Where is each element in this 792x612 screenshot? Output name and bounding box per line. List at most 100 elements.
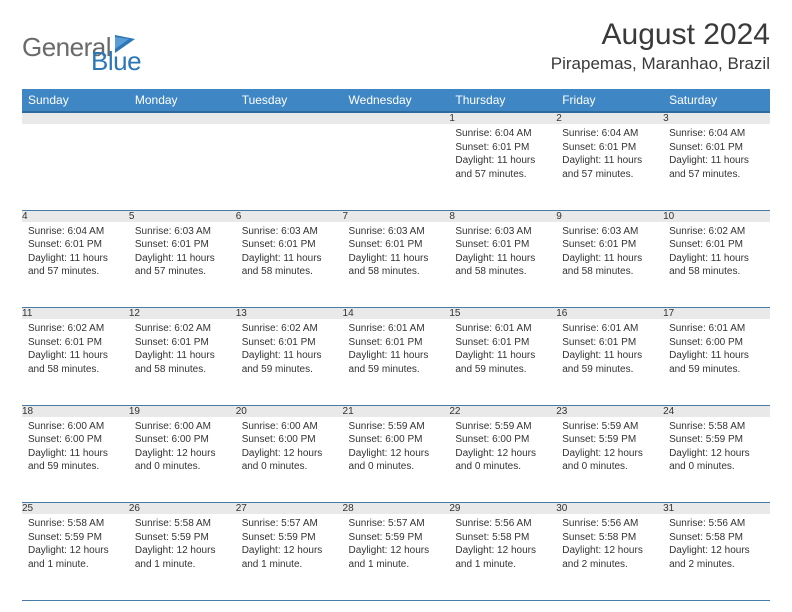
sunrise-line: Sunrise: 5:56 AM (669, 517, 764, 531)
sunrise-line: Sunrise: 6:02 AM (28, 322, 123, 336)
sunset-line: Sunset: 6:01 PM (242, 238, 337, 252)
sunrise-line: Sunrise: 6:02 AM (242, 322, 337, 336)
empty-cell (343, 124, 450, 210)
week-1-daynums: 45678910 (22, 210, 770, 222)
daylight-line: Daylight: 12 hours and 2 minutes. (669, 544, 764, 571)
day-details: Sunrise: 5:57 AMSunset: 5:59 PMDaylight:… (343, 514, 450, 575)
sunset-line: Sunset: 6:01 PM (349, 336, 444, 350)
day-details: Sunrise: 5:59 AMSunset: 6:00 PMDaylight:… (449, 417, 556, 478)
sunset-line: Sunset: 6:01 PM (669, 238, 764, 252)
sunset-line: Sunset: 5:59 PM (28, 531, 123, 545)
day-cell-11: Sunrise: 6:02 AMSunset: 6:01 PMDaylight:… (22, 319, 129, 405)
day-details: Sunrise: 5:58 AMSunset: 5:59 PMDaylight:… (663, 417, 770, 478)
day-number-25: 25 (22, 503, 129, 515)
sunrise-line: Sunrise: 6:01 AM (349, 322, 444, 336)
day-cell-19: Sunrise: 6:00 AMSunset: 6:00 PMDaylight:… (129, 417, 236, 503)
sunrise-line: Sunrise: 5:56 AM (562, 517, 657, 531)
day-cell-15: Sunrise: 6:01 AMSunset: 6:01 PMDaylight:… (449, 319, 556, 405)
week-2-daynums: 11121314151617 (22, 308, 770, 320)
day-cell-27: Sunrise: 5:57 AMSunset: 5:59 PMDaylight:… (236, 514, 343, 600)
sunrise-line: Sunrise: 6:03 AM (135, 225, 230, 239)
day-number-28: 28 (343, 503, 450, 515)
day-cell-23: Sunrise: 5:59 AMSunset: 5:59 PMDaylight:… (556, 417, 663, 503)
sunrise-line: Sunrise: 5:59 AM (455, 420, 550, 434)
day-cell-29: Sunrise: 5:56 AMSunset: 5:58 PMDaylight:… (449, 514, 556, 600)
day-cell-9: Sunrise: 6:03 AMSunset: 6:01 PMDaylight:… (556, 222, 663, 308)
daylight-line: Daylight: 11 hours and 57 minutes. (669, 154, 764, 181)
sunset-line: Sunset: 6:01 PM (135, 336, 230, 350)
sunset-line: Sunset: 6:01 PM (349, 238, 444, 252)
day-details: Sunrise: 6:02 AMSunset: 6:01 PMDaylight:… (22, 319, 129, 380)
sunrise-line: Sunrise: 6:01 AM (669, 322, 764, 336)
week-4-daynums: 25262728293031 (22, 503, 770, 515)
title-block: August 2024 Pirapemas, Maranhao, Brazil (551, 18, 770, 74)
day-details: Sunrise: 5:58 AMSunset: 5:59 PMDaylight:… (22, 514, 129, 575)
day-details: Sunrise: 6:03 AMSunset: 6:01 PMDaylight:… (556, 222, 663, 283)
day-cell-6: Sunrise: 6:03 AMSunset: 6:01 PMDaylight:… (236, 222, 343, 308)
sunrise-line: Sunrise: 6:03 AM (455, 225, 550, 239)
day-cell-20: Sunrise: 6:00 AMSunset: 6:00 PMDaylight:… (236, 417, 343, 503)
day-details: Sunrise: 6:00 AMSunset: 6:00 PMDaylight:… (129, 417, 236, 478)
day-details: Sunrise: 6:03 AMSunset: 6:01 PMDaylight:… (449, 222, 556, 283)
sunrise-line: Sunrise: 5:57 AM (242, 517, 337, 531)
day-number-31: 31 (663, 503, 770, 515)
daylight-line: Daylight: 11 hours and 58 minutes. (349, 252, 444, 279)
calendar-table: SundayMondayTuesdayWednesdayThursdayFrid… (22, 89, 770, 601)
sunset-line: Sunset: 6:01 PM (135, 238, 230, 252)
day-number-18: 18 (22, 405, 129, 417)
sunrise-line: Sunrise: 5:58 AM (28, 517, 123, 531)
sunset-line: Sunset: 6:00 PM (455, 433, 550, 447)
day-header-tuesday: Tuesday (236, 89, 343, 112)
sunrise-line: Sunrise: 5:56 AM (455, 517, 550, 531)
daylight-line: Daylight: 12 hours and 0 minutes. (242, 447, 337, 474)
sunset-line: Sunset: 6:00 PM (135, 433, 230, 447)
day-details: Sunrise: 6:00 AMSunset: 6:00 PMDaylight:… (22, 417, 129, 478)
day-number-30: 30 (556, 503, 663, 515)
daylight-line: Daylight: 11 hours and 59 minutes. (28, 447, 123, 474)
daylight-line: Daylight: 11 hours and 57 minutes. (135, 252, 230, 279)
daylight-line: Daylight: 12 hours and 0 minutes. (669, 447, 764, 474)
daylight-line: Daylight: 11 hours and 57 minutes. (455, 154, 550, 181)
day-details: Sunrise: 6:01 AMSunset: 6:01 PMDaylight:… (556, 319, 663, 380)
sunset-line: Sunset: 6:00 PM (242, 433, 337, 447)
day-details: Sunrise: 5:56 AMSunset: 5:58 PMDaylight:… (556, 514, 663, 575)
empty-daynum (236, 112, 343, 124)
day-cell-31: Sunrise: 5:56 AMSunset: 5:58 PMDaylight:… (663, 514, 770, 600)
sunrise-line: Sunrise: 6:03 AM (242, 225, 337, 239)
daylight-line: Daylight: 12 hours and 0 minutes. (455, 447, 550, 474)
day-details: Sunrise: 6:03 AMSunset: 6:01 PMDaylight:… (343, 222, 450, 283)
day-cell-18: Sunrise: 6:00 AMSunset: 6:00 PMDaylight:… (22, 417, 129, 503)
day-cell-12: Sunrise: 6:02 AMSunset: 6:01 PMDaylight:… (129, 319, 236, 405)
day-number-2: 2 (556, 112, 663, 124)
day-cell-24: Sunrise: 5:58 AMSunset: 5:59 PMDaylight:… (663, 417, 770, 503)
day-header-monday: Monday (129, 89, 236, 112)
sunrise-line: Sunrise: 6:00 AM (135, 420, 230, 434)
day-cell-10: Sunrise: 6:02 AMSunset: 6:01 PMDaylight:… (663, 222, 770, 308)
day-header-friday: Friday (556, 89, 663, 112)
logo-sail-icon (115, 35, 135, 53)
sunset-line: Sunset: 5:59 PM (135, 531, 230, 545)
day-details: Sunrise: 6:00 AMSunset: 6:00 PMDaylight:… (236, 417, 343, 478)
sunrise-line: Sunrise: 6:03 AM (562, 225, 657, 239)
daylight-line: Daylight: 11 hours and 59 minutes. (242, 349, 337, 376)
sunrise-line: Sunrise: 6:04 AM (562, 127, 657, 141)
sunset-line: Sunset: 5:58 PM (669, 531, 764, 545)
day-details: Sunrise: 6:04 AMSunset: 6:01 PMDaylight:… (449, 124, 556, 185)
sunset-line: Sunset: 5:58 PM (562, 531, 657, 545)
sunset-line: Sunset: 6:01 PM (455, 336, 550, 350)
sunset-line: Sunset: 6:01 PM (242, 336, 337, 350)
daylight-line: Daylight: 11 hours and 59 minutes. (455, 349, 550, 376)
day-header-row: SundayMondayTuesdayWednesdayThursdayFrid… (22, 89, 770, 112)
day-details: Sunrise: 6:04 AMSunset: 6:01 PMDaylight:… (556, 124, 663, 185)
sunset-line: Sunset: 5:59 PM (242, 531, 337, 545)
sunset-line: Sunset: 6:01 PM (669, 141, 764, 155)
daylight-line: Daylight: 11 hours and 58 minutes. (28, 349, 123, 376)
sunrise-line: Sunrise: 5:58 AM (135, 517, 230, 531)
daylight-line: Daylight: 12 hours and 1 minute. (135, 544, 230, 571)
empty-cell (236, 124, 343, 210)
day-header-wednesday: Wednesday (343, 89, 450, 112)
week-3-daynums: 18192021222324 (22, 405, 770, 417)
sunset-line: Sunset: 6:01 PM (455, 238, 550, 252)
day-number-9: 9 (556, 210, 663, 222)
daylight-line: Daylight: 12 hours and 1 minute. (349, 544, 444, 571)
